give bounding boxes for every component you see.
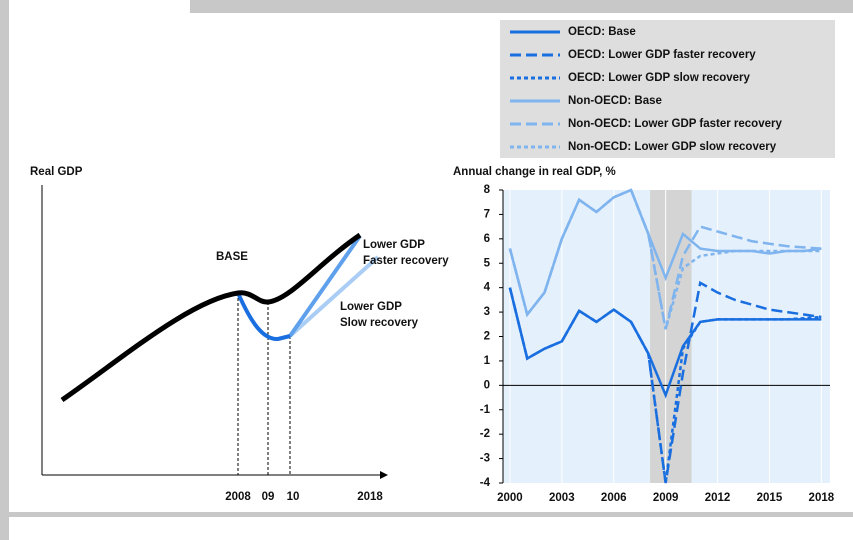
x-tick-label: 2012 — [705, 492, 731, 504]
y-label: Annual change in real GDP, % — [453, 166, 616, 178]
y-tick-label: 3 — [484, 306, 490, 318]
slow-curve — [288, 255, 380, 338]
x-tick-label: 2006 — [601, 492, 627, 504]
frame-bottom — [0, 512, 853, 517]
series-line — [508, 287, 822, 484]
legend-label: Non-OECD: Lower GDP faster recovery — [568, 118, 782, 130]
faster-curve — [288, 234, 362, 338]
recession-shade — [650, 190, 692, 483]
y-tick-label: 0 — [484, 379, 490, 391]
y-tick-label: 4 — [484, 282, 491, 294]
series-line — [508, 188, 822, 330]
frame-left — [0, 0, 9, 540]
faster-label: Faster recovery — [363, 255, 449, 267]
dip-curve — [236, 292, 291, 341]
x-label: 2018 — [357, 491, 383, 503]
base-label: BASE — [216, 251, 248, 263]
slow-label: Lower GDP — [340, 301, 402, 313]
y-label: Real GDP — [30, 166, 83, 178]
x-tick-label: 2003 — [549, 492, 575, 504]
x-label: 09 — [262, 491, 275, 503]
legend-label: Non-OECD: Lower GDP slow recovery — [568, 141, 777, 153]
y-tick-label: 6 — [484, 233, 490, 245]
y-tick-label: -1 — [480, 404, 491, 416]
faster-label: Lower GDP — [363, 239, 425, 251]
y-tick-label: -3 — [480, 453, 490, 465]
x-tick-label: 2000 — [497, 492, 523, 504]
series-line — [508, 280, 822, 484]
legend-label: OECD: Base — [568, 26, 636, 38]
legend-label: OECD: Lower GDP faster recovery — [568, 49, 756, 61]
x-tick-label: 2009 — [653, 492, 679, 504]
schematic: Real GDP BASE Lower GDP Faster recovery … — [30, 166, 449, 503]
y-tick-label: -4 — [480, 477, 491, 489]
legend-label: Non-OECD: Base — [568, 95, 662, 107]
arrow — [380, 471, 388, 479]
y-tick-label: -2 — [480, 428, 490, 440]
base-curve — [60, 232, 362, 403]
legend — [500, 20, 835, 158]
legend-entries: OECD: Base OECD: Lower GDP faster recover… — [510, 26, 782, 153]
legend-label: OECD: Lower GDP slow recovery — [568, 72, 751, 84]
x-tick-label: 2015 — [757, 492, 783, 504]
y-tick-label: 5 — [484, 257, 491, 269]
x-tick-label: 2018 — [809, 492, 835, 504]
frame-top — [190, 0, 853, 13]
line-chart: 2000 2003 2006 2009 2012 2015 2018 -4 -3 -2 -1 0 1 2 3… — [480, 184, 835, 504]
y-tick-label: 2 — [484, 331, 490, 343]
y-tick-label: 7 — [484, 208, 490, 220]
slow-label: Slow recovery — [340, 317, 419, 329]
x-label: 10 — [287, 491, 300, 503]
y-tick-label: 1 — [484, 355, 491, 367]
x-label: 2008 — [225, 491, 251, 503]
y-tick-label: 8 — [484, 184, 491, 196]
